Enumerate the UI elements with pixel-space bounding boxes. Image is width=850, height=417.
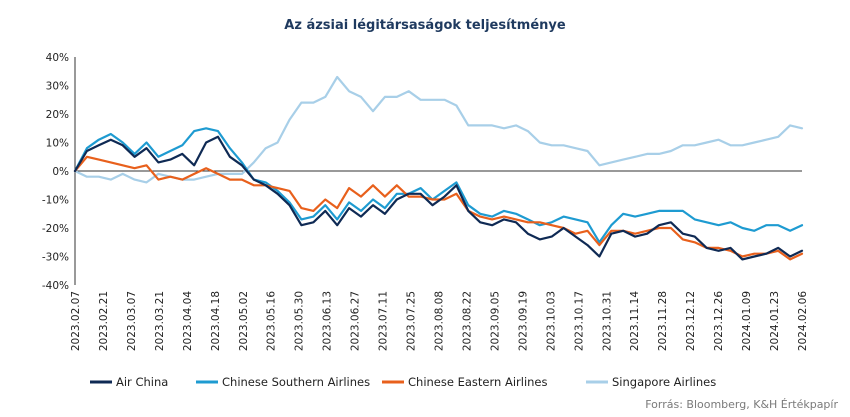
legend-label: Singapore Airlines [612, 375, 716, 389]
source-note: Forrás: Bloomberg, K&H Értékpapír [645, 398, 838, 411]
x-tick-label: 2023.02.07 [70, 291, 82, 351]
x-tick-label: 2023.02.21 [98, 291, 110, 351]
x-tick-label: 2023.10.17 [573, 291, 585, 351]
legend-label: Chinese Eastern Airlines [408, 375, 548, 389]
x-tick-label: 2023.04.18 [210, 291, 222, 351]
x-tick-label: 2024.01.09 [741, 291, 753, 351]
chart-title: Az ázsiai légitársaságok teljesítménye [284, 18, 566, 33]
x-tick-label: 2023.08.08 [434, 291, 446, 351]
x-tick-label: 2023.03.07 [126, 291, 138, 351]
series-line-chinese-eastern-airlines [73, 155, 804, 261]
x-tick-label: 2023.07.11 [378, 291, 390, 351]
x-tick-label: 2023.05.16 [266, 291, 278, 351]
x-tick-label: 2023.12.12 [685, 291, 697, 351]
x-tick-label: 2024.01.23 [769, 291, 781, 351]
x-tick-label: 2023.10.31 [601, 291, 613, 351]
x-tick-label: 2023.06.27 [350, 291, 362, 351]
y-tick-label: -30% [42, 252, 69, 264]
x-tick-label: 2023.11.14 [629, 291, 641, 351]
x-tick-label: 2023.06.13 [322, 291, 334, 351]
y-axis: 40% 30% 20% 10% 0% -10% -20% -30% -40% [42, 52, 76, 292]
y-tick-label: -10% [42, 195, 69, 207]
x-tick-label: 2023.05.30 [294, 291, 306, 351]
y-tick-label: 10% [46, 138, 69, 150]
x-tick-label: 2023.04.04 [182, 291, 194, 351]
legend: Air China Chinese Southern Airlines Chines… [90, 375, 716, 389]
series-layer [73, 75, 804, 261]
x-tick-label: 2023.09.19 [517, 291, 529, 351]
x-axis: 2023.02.07 2023.02.21 2023.03.07 2023.03.21… [70, 170, 809, 351]
legend-label: Chinese Southern Airlines [222, 375, 370, 389]
legend-label: Air China [116, 375, 168, 389]
y-tick-label: 20% [46, 109, 69, 121]
series-line-chinese-southern-airlines [73, 127, 804, 244]
y-tick-label: 0% [52, 166, 69, 178]
y-tick-label: 40% [46, 52, 69, 64]
y-tick-label: 30% [46, 81, 69, 93]
series-line-air-china [73, 135, 804, 261]
x-tick-label: 2024.02.06 [797, 291, 809, 351]
x-tick-label: 2023.03.21 [154, 291, 166, 351]
y-tick-label: -40% [42, 280, 69, 292]
x-tick-label: 2023.08.22 [461, 291, 473, 351]
x-tick-label: 2023.11.28 [657, 291, 669, 351]
series-line-singapore-airlines [73, 75, 804, 184]
x-tick-label: 2023.12.26 [713, 291, 725, 351]
x-tick-label: 2023.10.03 [545, 291, 557, 351]
x-tick-label: 2023.09.05 [489, 291, 501, 351]
y-tick-label: -20% [42, 223, 69, 235]
x-tick-label: 2023.05.02 [238, 291, 250, 351]
x-tick-label: 2023.07.25 [406, 291, 418, 351]
